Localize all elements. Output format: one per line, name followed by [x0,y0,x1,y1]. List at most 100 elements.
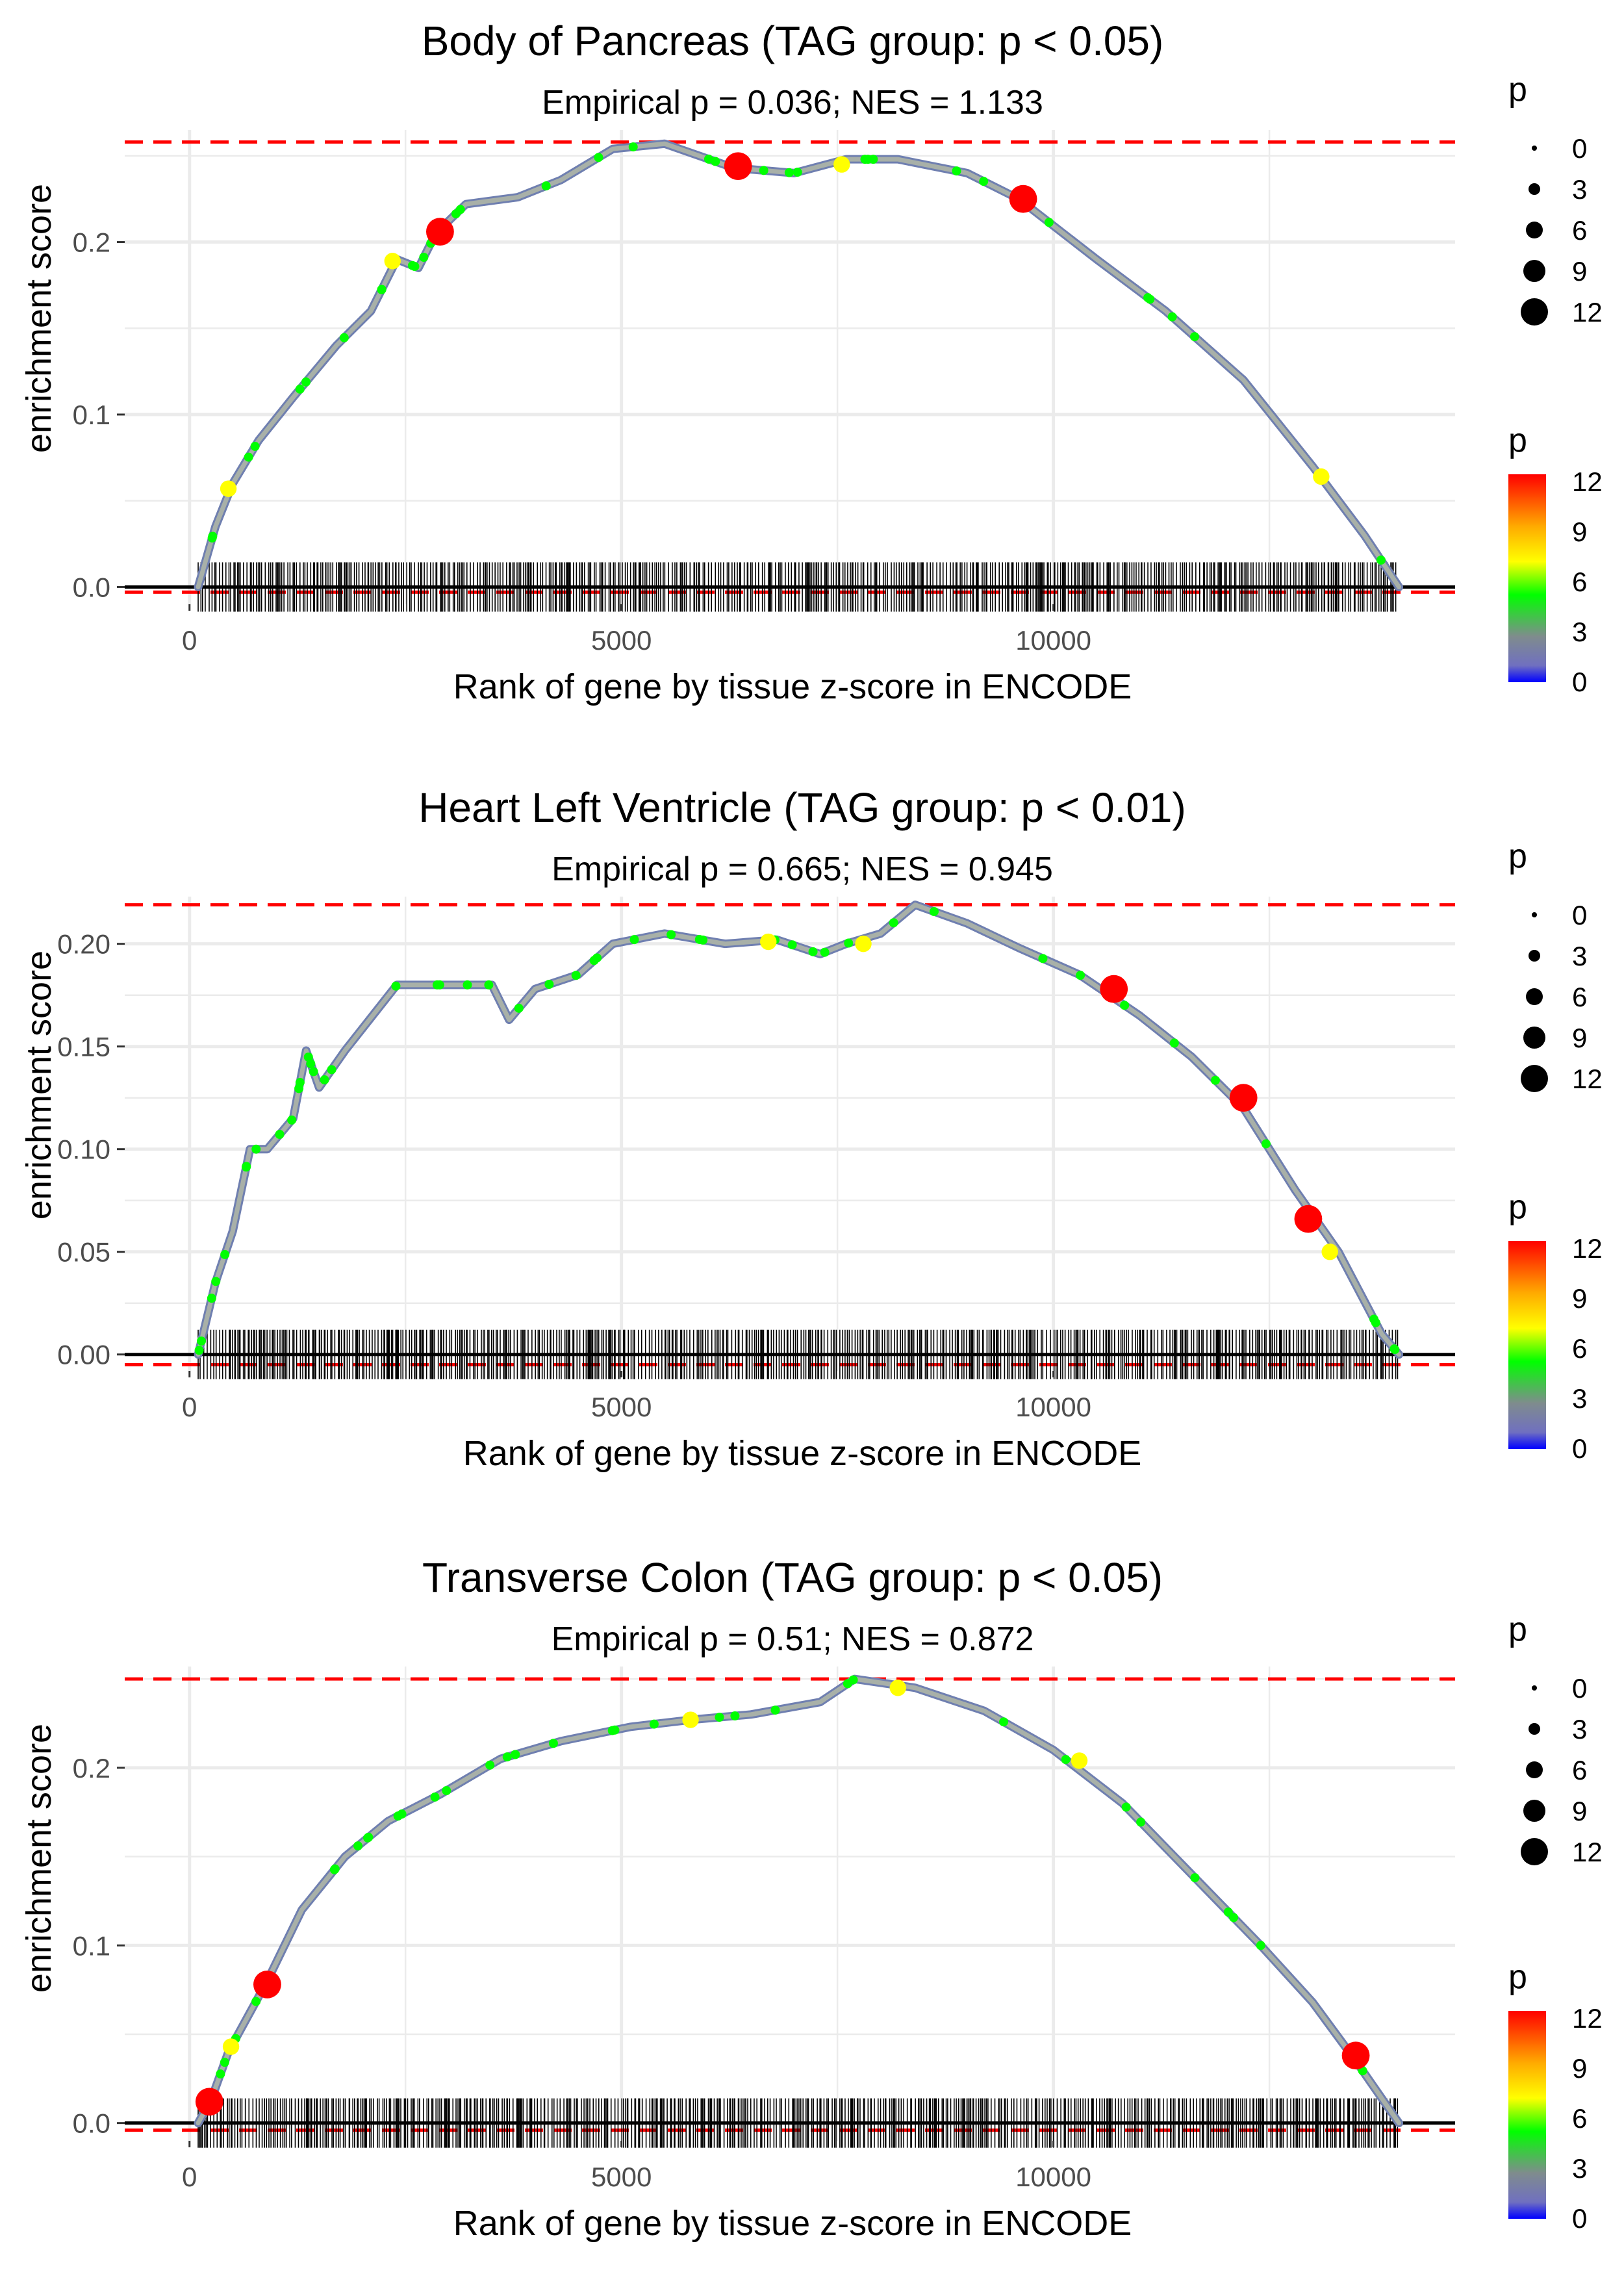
data-point [541,181,551,191]
data-point [294,1084,304,1093]
data-point [844,938,854,948]
enrichment-curve [196,141,1402,589]
data-point [1076,971,1085,980]
color-legend-label: 3 [1572,2153,1587,2184]
data-point [793,168,802,177]
data-point [463,980,472,990]
grid-lines [125,130,1455,604]
size-key-12 [1521,1838,1548,1865]
y-tick-label: 0.00 [57,1340,110,1370]
color-legend-label: 9 [1572,517,1587,547]
data-point [1190,1873,1200,1883]
highlight-point [222,2038,240,2055]
data-point [1136,1817,1146,1827]
highlight-point [760,933,777,951]
size-legend-label: 9 [1572,1023,1587,1053]
panel-subtitle: Empirical p = 0.036; NES = 1.133 [542,84,1043,121]
highlight-point [1313,468,1330,485]
color-legend-title: p [1508,422,1527,459]
highlight-point [1071,1752,1088,1769]
highlight-point [384,253,401,270]
highlight-point [1341,2041,1370,2070]
size-key-6 [1526,222,1543,238]
data-point [194,1346,204,1355]
y-axis-title: enrichment score [19,1724,58,1993]
data-point [339,333,349,342]
data-point [329,1865,339,1874]
data-point [784,168,794,177]
chart-marks [125,139,1455,612]
data-point [571,971,581,980]
data-point [502,1752,512,1762]
highlight-point [220,480,237,497]
data-point [220,1249,230,1259]
highlight-point [1321,1244,1338,1260]
data-point [594,153,603,162]
panel-title: Body of Pancreas (TAG group: p < 0.05) [422,18,1164,64]
highlight-point [195,2088,223,2116]
x-axis-title: Rank of gene by tissue z-score in ENCODE [453,667,1132,706]
x-tick-label: 5000 [591,1392,652,1422]
x-axis-title: Rank of gene by tissue z-score in ENCODE [463,1434,1141,1473]
x-tick-label: 5000 [591,2162,652,2192]
data-point [929,907,939,917]
data-point [730,1711,740,1721]
data-point [759,166,768,175]
data-point [1167,312,1177,322]
data-point [589,956,599,965]
size-legend-title: p [1508,1611,1527,1648]
data-point [1121,1802,1131,1812]
color-legend-label: 0 [1572,667,1587,697]
color-legend-label: 6 [1572,567,1587,597]
y-tick-label: 0.0 [73,2108,110,2139]
color-legend: p 12 9 6 3 0 [1508,422,1603,697]
data-point [451,209,461,219]
size-legend-label: 3 [1572,941,1587,971]
data-point [295,384,305,394]
data-point [244,452,253,462]
y-tick-label: 0.0 [73,572,110,602]
data-point [1120,1001,1130,1010]
y-tick-label: 0.2 [73,227,110,258]
panel-body-of-pancreas: Body of Pancreas (TAG group: p < 0.05) E… [19,18,1603,706]
data-point [1038,954,1048,964]
highlight-point [1009,185,1037,213]
size-key-9 [1523,260,1545,282]
color-legend-label: 0 [1572,1433,1587,1464]
data-point [1189,332,1199,342]
panel-subtitle: Empirical p = 0.665; NES = 0.945 [552,850,1053,888]
color-legend-label: 0 [1572,2203,1587,2234]
size-legend-label: 0 [1572,1673,1587,1704]
color-legend-label: 9 [1572,2053,1587,2084]
size-key-0 [1532,146,1537,151]
x-tick-label: 0 [182,1392,197,1422]
highlight-point [889,1680,906,1696]
panel-transverse-colon: Transverse Colon (TAG group: p < 0.05) E… [19,1554,1603,2243]
size-key-6 [1526,988,1543,1005]
size-legend-label: 12 [1572,1837,1603,1867]
enrichment-curve [196,1676,1402,2126]
low-p-points [194,907,1400,1355]
size-key-12 [1521,298,1548,326]
size-key-3 [1529,950,1540,962]
colorbar [1508,1241,1546,1449]
data-point [1145,294,1155,304]
color-legend: p 12 9 6 3 0 [1508,1188,1603,1464]
data-point [430,1792,440,1802]
size-legend-title: p [1508,837,1527,875]
data-point [216,2069,225,2079]
data-point [820,947,830,957]
size-key-0 [1532,912,1537,917]
data-point [442,1786,451,1796]
data-point [251,1144,261,1154]
data-point [287,1115,297,1125]
data-point [207,533,217,543]
data-point [197,1336,207,1346]
data-point [607,1726,617,1735]
data-point [220,2058,229,2067]
low-p-points [216,1675,1367,2079]
data-point [704,154,713,164]
data-point [242,1162,251,1171]
size-key-3 [1529,183,1540,195]
data-point [301,377,311,387]
